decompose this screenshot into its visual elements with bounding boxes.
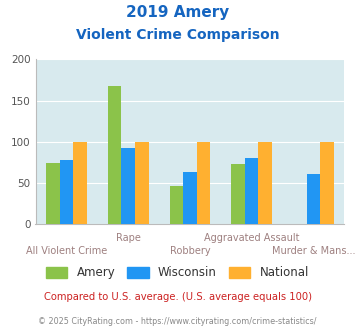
Bar	[170, 186, 183, 224]
Bar	[183, 172, 197, 224]
Bar	[320, 142, 334, 224]
Bar	[60, 160, 73, 224]
Text: Compared to U.S. average. (U.S. average equals 100): Compared to U.S. average. (U.S. average …	[44, 292, 311, 302]
Bar	[258, 142, 272, 224]
Bar	[73, 142, 87, 224]
Bar	[121, 148, 135, 224]
Bar	[231, 164, 245, 224]
Legend: Amery, Wisconsin, National: Amery, Wisconsin, National	[42, 262, 313, 284]
Bar	[108, 86, 121, 224]
Text: Aggravated Assault: Aggravated Assault	[204, 234, 300, 244]
Text: Violent Crime Comparison: Violent Crime Comparison	[76, 28, 279, 42]
Bar	[46, 162, 60, 224]
Bar	[245, 157, 258, 224]
Text: © 2025 CityRating.com - https://www.cityrating.com/crime-statistics/: © 2025 CityRating.com - https://www.city…	[38, 317, 317, 326]
Bar	[135, 142, 148, 224]
Bar	[197, 142, 210, 224]
Text: Robbery: Robbery	[170, 246, 210, 256]
Text: Rape: Rape	[116, 234, 141, 244]
Text: Murder & Mans...: Murder & Mans...	[272, 246, 355, 256]
Text: All Violent Crime: All Violent Crime	[26, 246, 107, 256]
Bar	[307, 174, 320, 224]
Text: 2019 Amery: 2019 Amery	[126, 5, 229, 20]
